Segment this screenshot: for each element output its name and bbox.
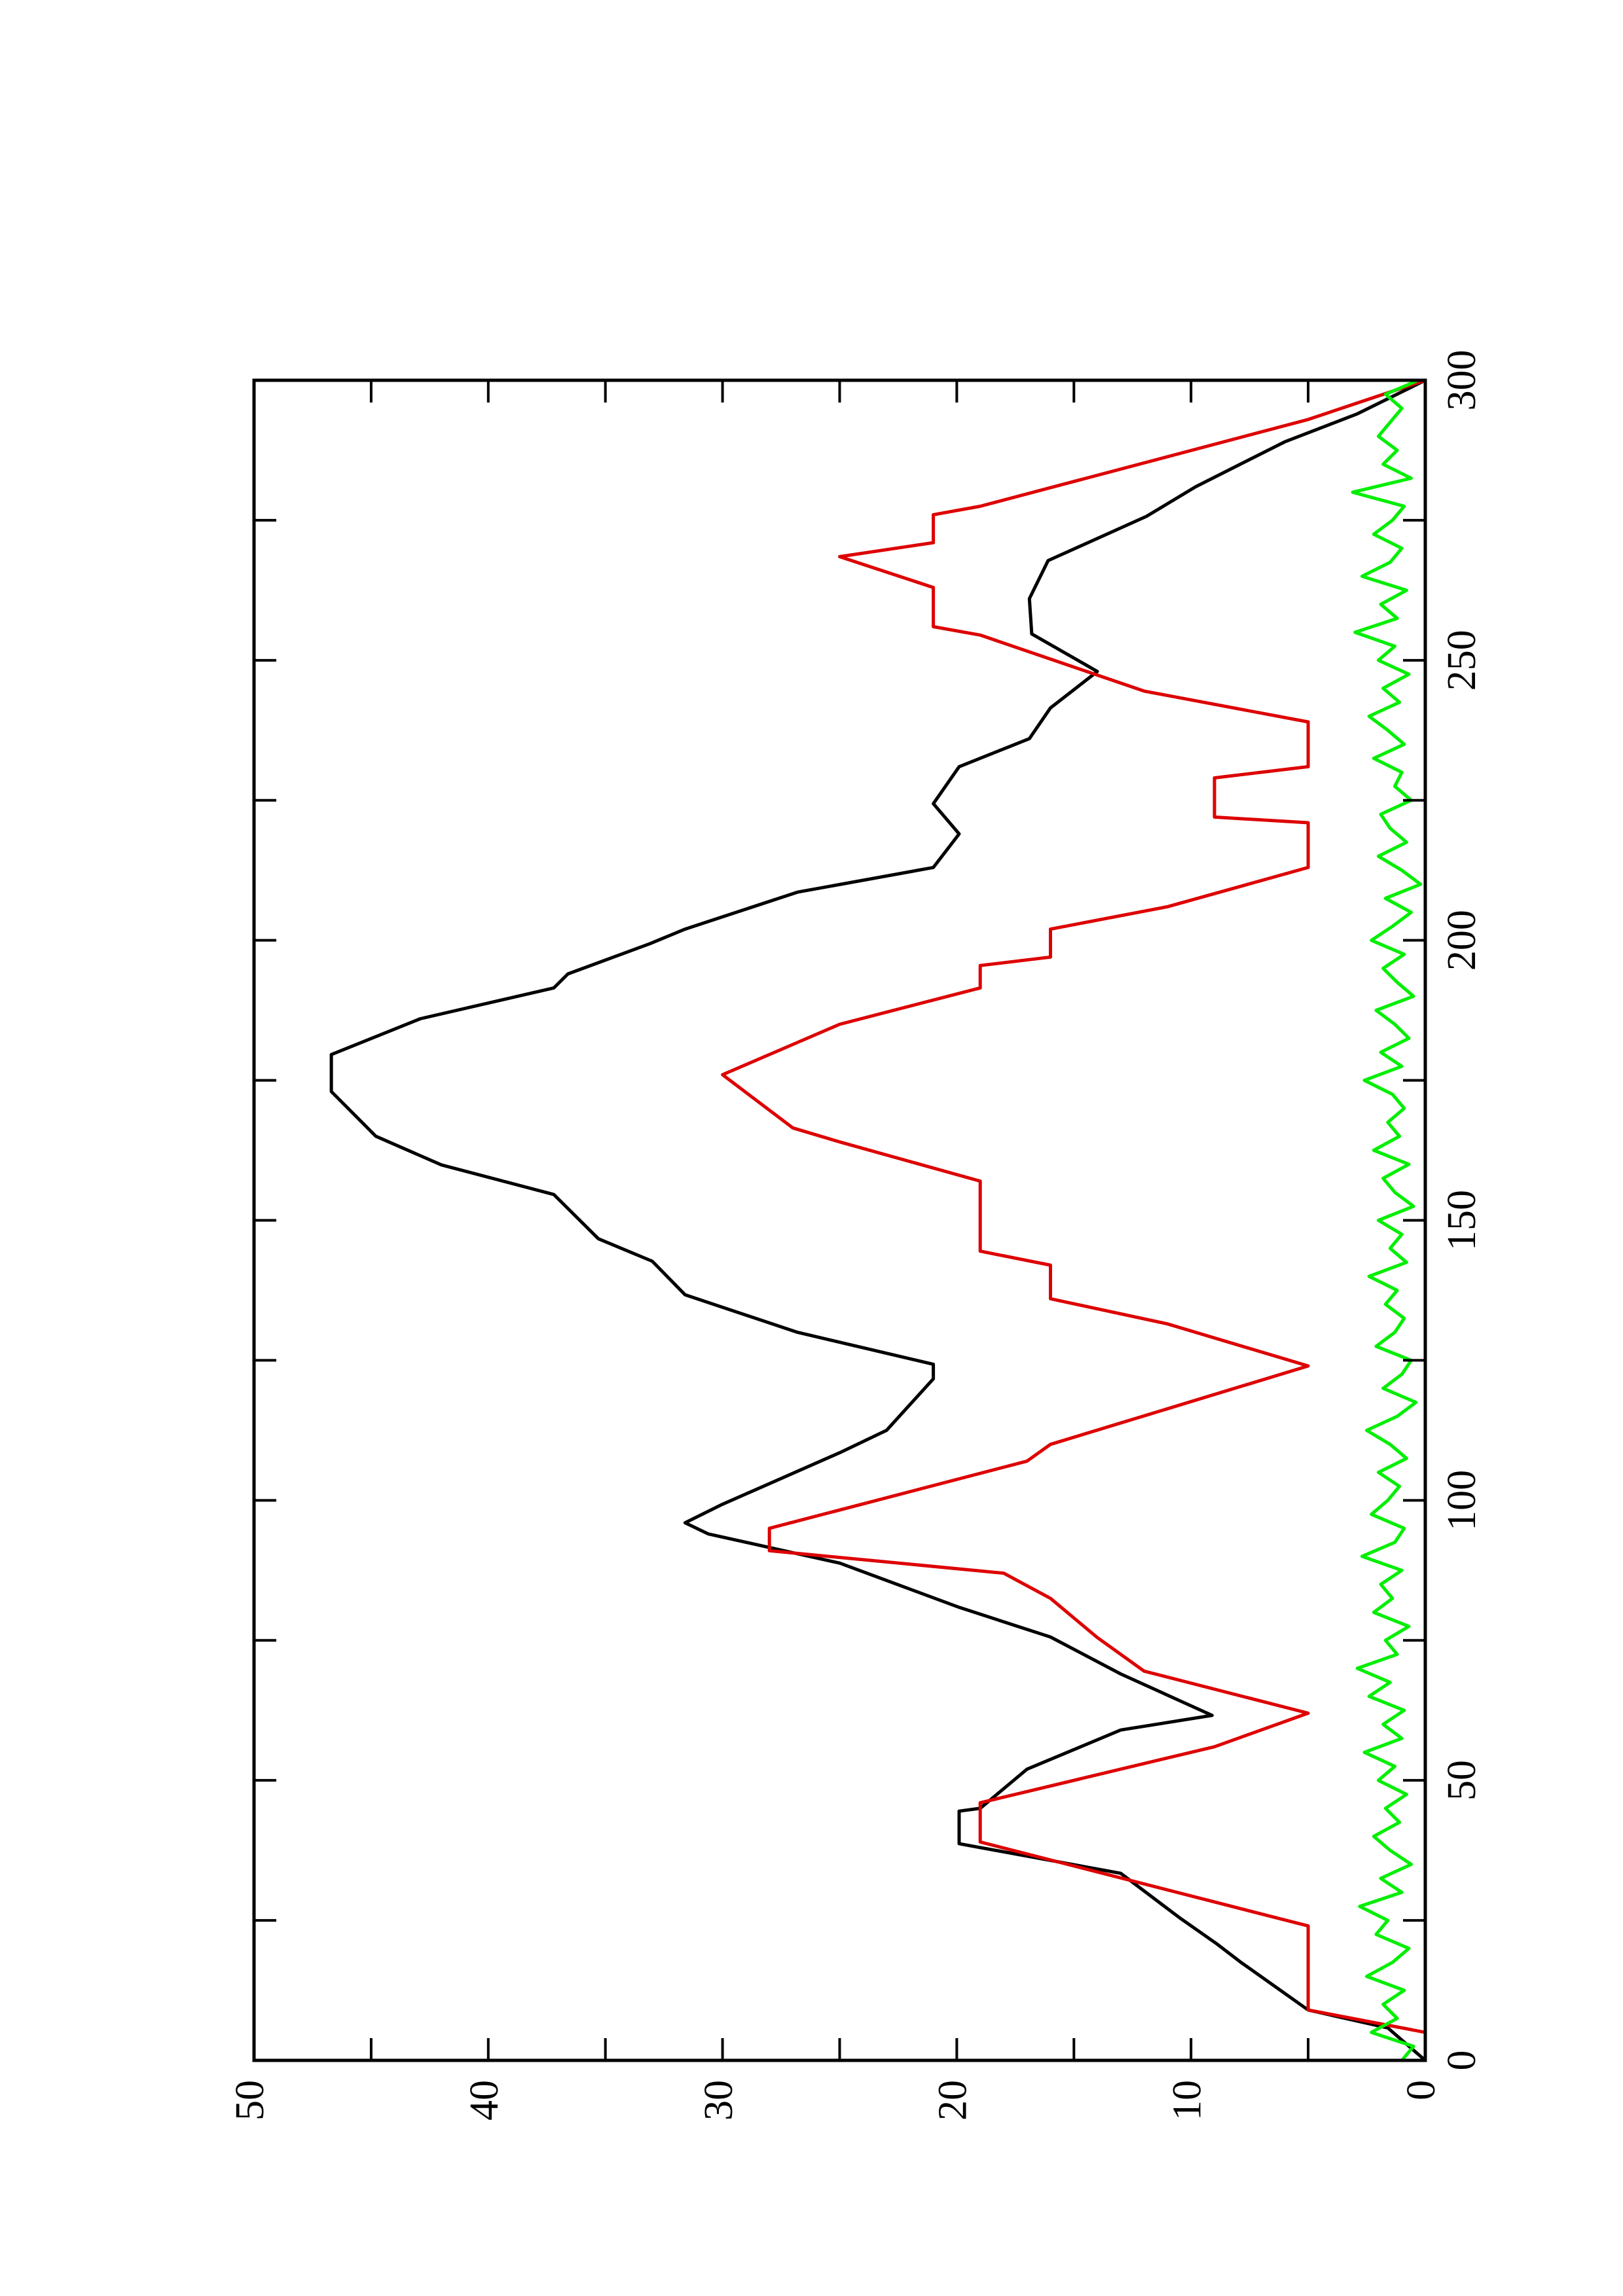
- y-tick-label: 50: [228, 2080, 272, 2121]
- x-tick-label: 0: [1440, 2051, 1484, 2071]
- x-tick-label: 200: [1440, 910, 1484, 971]
- data-line: [721, 378, 1426, 2034]
- x-tick-label: 100: [1440, 1470, 1484, 1531]
- x-tick-label: 50: [1440, 1760, 1484, 1801]
- y-tick-label: 30: [697, 2080, 741, 2121]
- plot-frame: [252, 378, 1427, 2062]
- y-tick-label: 20: [931, 2080, 976, 2121]
- data-line: [1351, 378, 1423, 2062]
- plot-area: 0 50 100 150 200 250 300 0 10 20 30 40 50: [228, 350, 1484, 2121]
- x-tick-label: 250: [1440, 630, 1484, 691]
- x-tick-label: 150: [1440, 1190, 1484, 1251]
- y-tick-label: 40: [462, 2080, 507, 2121]
- data-line: [329, 378, 1427, 2062]
- x-tick-label: 300: [1440, 350, 1484, 411]
- y-tick-label: 0: [1399, 2080, 1444, 2100]
- y-tick-label: 10: [1165, 2080, 1209, 2121]
